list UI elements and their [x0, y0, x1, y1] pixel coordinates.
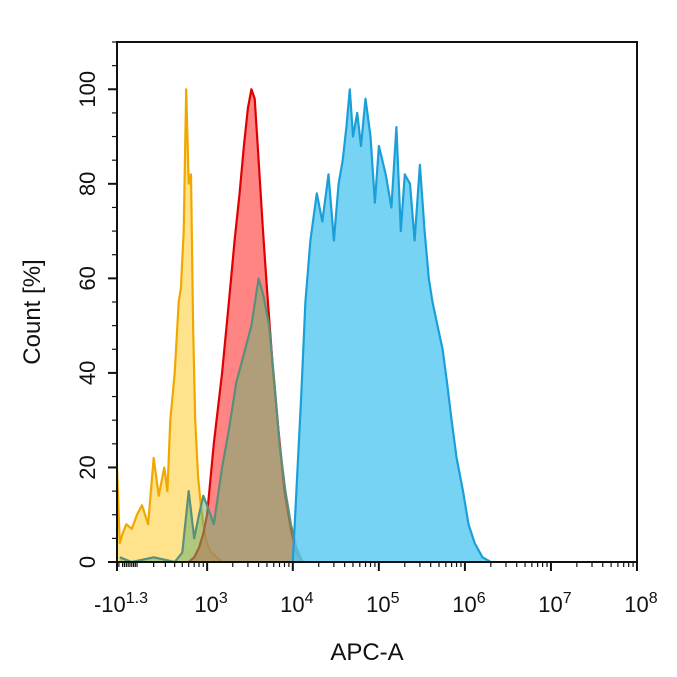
y-tick-label: 100 — [75, 71, 100, 108]
y-tick-label: 40 — [75, 361, 100, 385]
y-tick-label: 20 — [75, 455, 100, 479]
y-axis-title: Count [%] — [19, 259, 46, 364]
x-tick-label: 107 — [538, 590, 571, 617]
series-3-area — [292, 89, 491, 563]
series-0-area — [117, 89, 223, 563]
x-tick-label: 103 — [194, 590, 227, 617]
series-3-line — [291, 88, 492, 563]
y-tick-label: 60 — [75, 266, 100, 290]
axes-layer: 0 20 40 60 80 100 -101.3 103 104 105 106 107 108 — [75, 41, 658, 617]
series-layer — [115, 88, 492, 564]
series-2-area — [119, 278, 303, 562]
plot-frame — [116, 41, 638, 563]
x-tick-label: 105 — [366, 590, 399, 617]
x-tick-label: 104 — [280, 590, 313, 617]
y-tick-label: 0 — [75, 556, 100, 568]
y-tick-label: 80 — [75, 172, 100, 196]
x-tick-label: 106 — [452, 590, 485, 617]
series-2-line — [119, 277, 304, 564]
x-axis-title: APC-A — [330, 639, 403, 666]
x-tick-label: 108 — [624, 590, 657, 617]
x-tick-label: -101.3 — [94, 590, 148, 617]
